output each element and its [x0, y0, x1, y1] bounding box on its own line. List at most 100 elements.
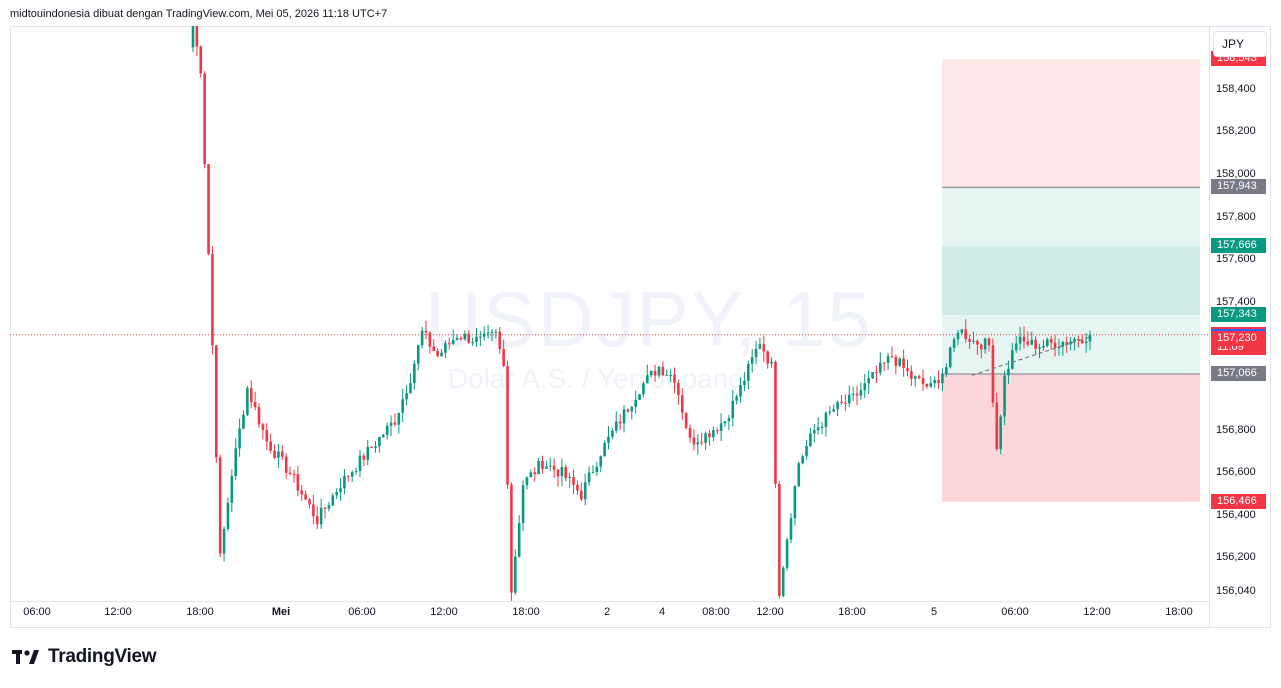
candle-body	[319, 507, 323, 525]
candle-body	[614, 421, 618, 431]
candle-body	[886, 356, 890, 363]
candle-body	[1088, 334, 1092, 342]
candle-body	[859, 390, 863, 396]
candle-body	[960, 329, 964, 333]
tradingview-logo[interactable]: TradingView	[12, 646, 157, 668]
candle-body	[370, 447, 373, 449]
candle-body	[420, 330, 424, 346]
candle-body	[1077, 338, 1080, 341]
price-tick-label: 156,400	[1216, 508, 1256, 521]
candle-body	[964, 329, 968, 340]
candle-body	[350, 472, 354, 477]
candle-body	[789, 518, 793, 540]
candle-body	[739, 384, 742, 397]
price-badge: 157,230	[1211, 331, 1266, 347]
candle-body	[898, 358, 902, 366]
candle-body	[1084, 341, 1088, 343]
candle-body	[374, 446, 377, 448]
candle-body	[956, 332, 960, 340]
candle-body	[1011, 350, 1014, 369]
candle-body	[312, 504, 315, 517]
candlestick-chart[interactable]	[10, 26, 1209, 601]
candle-body	[1045, 339, 1049, 346]
candle-body	[517, 523, 521, 557]
candle-body	[498, 331, 502, 349]
candle-body	[607, 436, 610, 443]
candle-body	[704, 433, 707, 443]
candle-body	[529, 472, 533, 478]
time-axis-label: 12:00	[430, 606, 458, 618]
candle-body	[882, 362, 886, 364]
price-tick-label: 158,200	[1216, 125, 1256, 138]
candle-body	[304, 494, 307, 500]
candle-body	[506, 366, 509, 485]
candle-body	[409, 383, 412, 394]
candle-body	[432, 346, 436, 352]
chart-plot-area[interactable]: USDJPY, 15 Dolar A.S. / Yen Jepang	[10, 26, 1209, 601]
price-badge: 157,943	[1211, 179, 1266, 195]
candle-body	[941, 373, 944, 384]
candle-body	[665, 374, 669, 376]
candle-body	[343, 475, 346, 489]
candle-body	[836, 402, 839, 410]
candle-body	[440, 352, 443, 357]
candle-body	[459, 337, 463, 340]
candle-body	[502, 348, 505, 367]
candle-body	[401, 399, 404, 413]
candle-body	[269, 441, 272, 451]
time-axis-label: Mei	[271, 606, 291, 618]
candle-body	[521, 485, 525, 524]
candle-body	[296, 474, 300, 491]
candle-body	[292, 473, 296, 475]
candle-body	[261, 424, 265, 430]
tradingview-logo-icon	[12, 650, 39, 664]
candle-body	[335, 492, 338, 496]
candle-body	[218, 457, 222, 554]
candle-body	[230, 475, 234, 503]
candle-body	[688, 427, 692, 438]
candle-body	[979, 344, 983, 350]
price-tick-label: 156,800	[1216, 423, 1256, 436]
candle-body	[580, 490, 583, 500]
candle-body	[389, 422, 393, 426]
currency-button[interactable]: JPY	[1213, 31, 1267, 57]
stop-zone-upper	[942, 59, 1200, 188]
candle-body	[416, 345, 420, 364]
candle-body	[378, 436, 381, 447]
candle-body	[781, 567, 785, 596]
price-axis[interactable]	[1209, 26, 1272, 628]
candle-body	[1038, 347, 1041, 349]
candle-body	[1061, 341, 1065, 347]
candle-body	[207, 164, 210, 254]
candle-body	[513, 556, 517, 593]
candle-body	[214, 345, 218, 458]
time-axis[interactable]	[10, 601, 1209, 629]
candle-body	[315, 516, 319, 525]
price-tick-label: 157,600	[1216, 253, 1256, 266]
candle-body	[832, 409, 836, 412]
candle-body	[696, 442, 700, 445]
candle-body	[999, 416, 1002, 450]
candle-body	[1018, 336, 1022, 344]
candle-body	[327, 505, 331, 509]
candle-body	[347, 475, 350, 477]
time-axis-label: 08:00	[702, 606, 730, 618]
candle-body	[249, 388, 253, 403]
candle-body	[653, 370, 657, 376]
candle-body	[677, 382, 680, 396]
candle-body	[758, 344, 762, 349]
candle-body	[910, 371, 913, 379]
candle-body	[428, 332, 432, 347]
candle-body	[281, 451, 284, 457]
candle-body	[475, 336, 478, 342]
candle-body	[902, 358, 905, 369]
candle-body	[195, 26, 199, 47]
candle-body	[735, 396, 738, 401]
candle-body	[238, 428, 241, 449]
price-badge: 156,466	[1211, 493, 1266, 509]
price-badge: 157,343	[1211, 306, 1266, 322]
candle-body	[933, 379, 936, 384]
candle-body	[976, 340, 979, 345]
candle-body	[1042, 345, 1045, 348]
symbol-description-watermark: Dolar A.S. / Yen Jepang	[448, 363, 744, 394]
